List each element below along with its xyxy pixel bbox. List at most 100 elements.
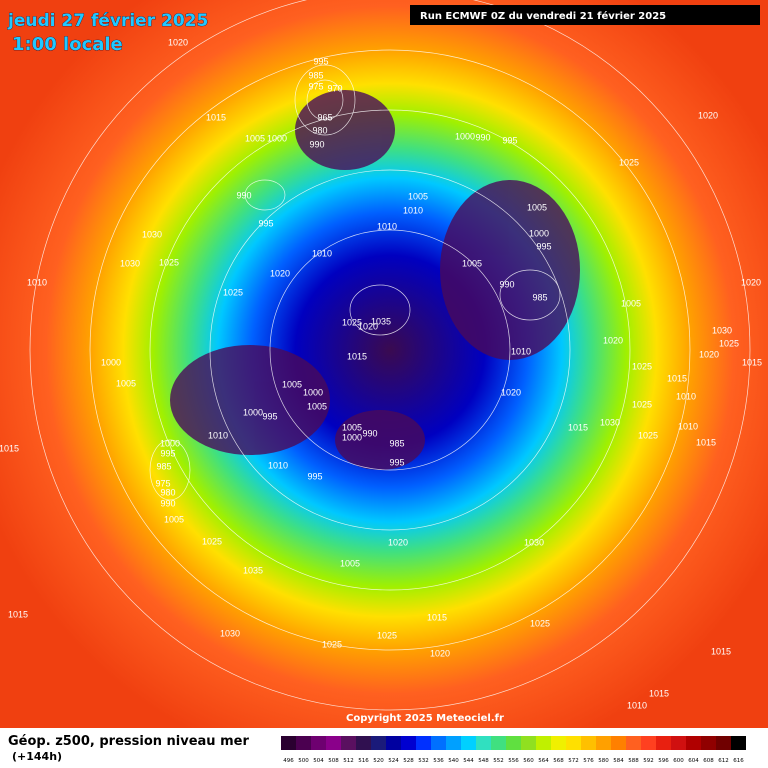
isobar-label: 1020 — [603, 335, 623, 345]
isobar-label: 1020 — [388, 537, 408, 547]
color-swatch — [461, 736, 476, 750]
color-scale-label: 516 — [358, 758, 369, 764]
isobar-label: 1005 — [462, 258, 482, 268]
color-swatch — [296, 736, 311, 750]
color-swatch — [476, 736, 491, 750]
isobar-label: 1010 — [627, 700, 647, 710]
isobar-label: 1020 — [501, 387, 521, 397]
color-scale-label: 548 — [478, 758, 489, 764]
isobar-label: 1030 — [524, 537, 544, 547]
isobar-label: 975 — [155, 478, 170, 488]
color-scale-label: 612 — [718, 758, 729, 764]
color-swatch — [671, 736, 686, 750]
isobar-label: 995 — [258, 218, 273, 228]
color-swatch — [551, 736, 566, 750]
color-scale-label: 532 — [418, 758, 429, 764]
color-swatch — [356, 736, 371, 750]
isobar-label: 1025 — [342, 317, 362, 327]
color-swatch — [581, 736, 596, 750]
color-scale-label: 584 — [613, 758, 624, 764]
isobar-label: 1025 — [638, 430, 658, 440]
isobar-label: 1005 — [282, 379, 302, 389]
color-swatch — [446, 736, 461, 750]
isobar-label: 1015 — [649, 688, 669, 698]
isobar-label: 980 — [312, 125, 327, 135]
isobar-label: 1030 — [712, 325, 732, 335]
color-scale-label: 496 — [283, 758, 294, 764]
color-scale-label: 600 — [673, 758, 684, 764]
color-swatch — [521, 736, 536, 750]
isobar-label: 1005 — [527, 202, 547, 212]
isobar-label: 1010 — [27, 277, 47, 287]
color-swatch — [536, 736, 551, 750]
color-swatch — [386, 736, 401, 750]
isobar-label: 1030 — [220, 628, 240, 638]
color-scale-label: 504 — [313, 758, 324, 764]
color-scale-label: 508 — [328, 758, 339, 764]
isobar-label: 1025 — [202, 536, 222, 546]
isobar-label: 1020 — [430, 648, 450, 658]
isobar-label: 1020 — [270, 268, 290, 278]
isobar-label: 985 — [532, 292, 547, 302]
color-scale-label: 568 — [553, 758, 564, 764]
isobar-label: 1030 — [142, 229, 162, 239]
isobar-label: 1010 — [678, 421, 698, 431]
isobar-label: 1005 — [342, 422, 362, 432]
isobar-label: 995 — [502, 135, 517, 145]
color-scale-label: 580 — [598, 758, 609, 764]
color-scale-label: 564 — [538, 758, 549, 764]
isobar-label: 1000 — [529, 228, 549, 238]
color-swatch — [611, 736, 626, 750]
isobar-label: 1010 — [403, 205, 423, 215]
color-scale-label: 556 — [508, 758, 519, 764]
isobar-label: 1025 — [322, 639, 342, 649]
color-swatch — [656, 736, 671, 750]
isobar-label: 1005 — [408, 191, 428, 201]
isobar-label: 1005 — [621, 298, 641, 308]
isobar-label: 970 — [327, 83, 342, 93]
color-scale-label: 592 — [643, 758, 654, 764]
isobar-label: 1015 — [568, 422, 588, 432]
color-swatch — [491, 736, 506, 750]
isobar-label: 1010 — [377, 221, 397, 231]
isobar-label: 1015 — [742, 357, 762, 367]
isobar-label: 995 — [160, 448, 175, 458]
isobar-label: 990 — [362, 428, 377, 438]
color-swatch — [686, 736, 701, 750]
isobar-label: 1020 — [168, 37, 188, 47]
color-scale-label: 512 — [343, 758, 354, 764]
isobar-label: 995 — [536, 241, 551, 251]
isobar-label: 1010 — [208, 430, 228, 440]
isobar-label: 1015 — [711, 646, 731, 656]
color-scale-label: 596 — [658, 758, 669, 764]
color-scale-label: 608 — [703, 758, 714, 764]
color-swatch — [506, 736, 521, 750]
isobar-label: 1000 — [243, 407, 263, 417]
color-swatch — [326, 736, 341, 750]
isobar-label: 1010 — [676, 391, 696, 401]
isobar-label: 1000 — [160, 438, 180, 448]
map-time: 1:00 locale — [12, 34, 123, 55]
isobar-label: 995 — [389, 457, 404, 467]
isobar-label: 995 — [307, 471, 322, 481]
isobar-label: 985 — [156, 461, 171, 471]
isobar-label: 990 — [160, 498, 175, 508]
isobar-label: 1025 — [530, 618, 550, 628]
color-swatch — [401, 736, 416, 750]
isobar-label: 990 — [236, 190, 251, 200]
isobar-label: 990 — [475, 132, 490, 142]
isobar-label: 1030 — [600, 417, 620, 427]
isobar-label: 985 — [389, 438, 404, 448]
isobar-label: 1015 — [8, 609, 28, 619]
isobar-label: 1035 — [371, 316, 391, 326]
isobar-label: 975 — [308, 81, 323, 91]
isobar-label: 980 — [160, 487, 175, 497]
color-scale-label: 588 — [628, 758, 639, 764]
isobar-label: 1000 — [101, 357, 121, 367]
isobar-label: 1025 — [632, 361, 652, 371]
isobar-label: 1000 — [455, 131, 475, 141]
isobar-label: 1005 — [307, 401, 327, 411]
isobar-label: 1025 — [632, 399, 652, 409]
low-pressure-cores — [170, 90, 580, 470]
